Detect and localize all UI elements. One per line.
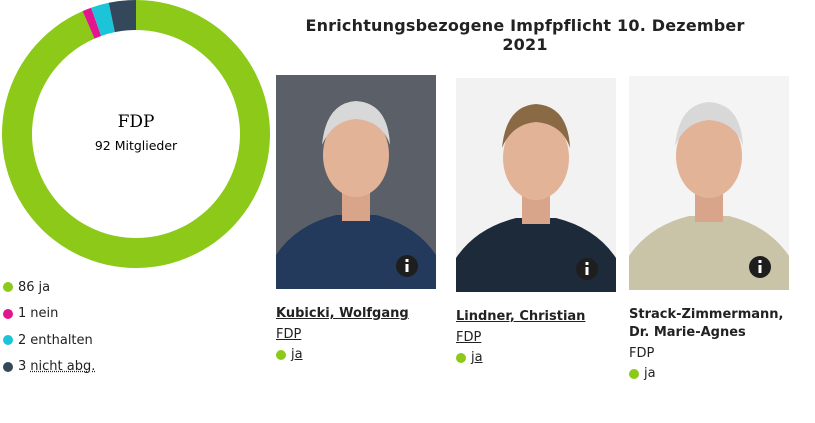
info-dot bbox=[758, 260, 762, 263]
member-name: Kubicki, Wolfgang bbox=[276, 306, 409, 321]
member-photo bbox=[629, 76, 789, 290]
donut-segment bbox=[91, 2, 115, 37]
face bbox=[503, 116, 569, 200]
legend-count: 2 bbox=[18, 332, 27, 348]
vote-label: ja bbox=[291, 347, 303, 362]
legend-label: nicht abg. bbox=[30, 359, 96, 375]
vote-dot bbox=[456, 352, 466, 363]
vote-dot bbox=[276, 349, 286, 360]
legend-item: 1 nein bbox=[3, 301, 95, 328]
member-party: FDP bbox=[276, 327, 302, 342]
shoulders bbox=[276, 215, 436, 289]
shoulders bbox=[629, 216, 789, 290]
member-photo bbox=[276, 75, 436, 289]
legend-dot bbox=[3, 308, 13, 319]
donut-segment bbox=[108, 0, 136, 33]
member-party: FDP bbox=[456, 330, 482, 345]
donut-chart: FDP 92 Mitglieder bbox=[1, 0, 270, 268]
info-bar bbox=[405, 264, 409, 272]
face bbox=[323, 113, 389, 197]
info-dot bbox=[405, 259, 409, 262]
legend-count: 1 bbox=[18, 306, 27, 322]
page-title: Enrichtungsbezogene Impfpflicht 10. Deze… bbox=[305, 16, 745, 54]
member-card[interactable]: Lindner, Christian FDP ja bbox=[456, 78, 616, 366]
member-card[interactable]: Strack-Zimmermann, Dr. Marie-Agnes FDP ja bbox=[629, 76, 789, 382]
face bbox=[676, 114, 742, 198]
member-vote: ja bbox=[276, 346, 436, 363]
legend-count: 86 bbox=[18, 279, 35, 295]
legend-dot bbox=[3, 335, 13, 346]
vote-label: ja bbox=[644, 366, 656, 381]
legend: 86 ja 1 nein 2 enthalten 3 nicht abg. bbox=[3, 274, 95, 380]
member-vote: ja bbox=[456, 349, 616, 366]
info-bar bbox=[585, 267, 589, 275]
hair bbox=[322, 101, 390, 145]
center-title: FDP bbox=[118, 112, 155, 132]
legend-dot bbox=[3, 361, 13, 372]
legend-count: 3 bbox=[18, 359, 27, 375]
hair bbox=[502, 104, 570, 148]
info-bar bbox=[758, 265, 762, 273]
vote-label: ja bbox=[471, 350, 483, 365]
member-card[interactable]: Kubicki, Wolfgang FDP ja bbox=[276, 75, 436, 363]
legend-label: nein bbox=[30, 306, 59, 322]
legend-label: ja bbox=[38, 279, 51, 295]
member-photo bbox=[456, 78, 616, 292]
legend-label: enthalten bbox=[30, 332, 93, 348]
donut-segment bbox=[1, 0, 270, 268]
member-vote: ja bbox=[629, 365, 789, 382]
hair bbox=[675, 102, 743, 146]
shoulders bbox=[456, 218, 616, 292]
legend-item: 3 nicht abg. bbox=[3, 354, 95, 381]
member-name: Strack-Zimmermann, Dr. Marie-Agnes bbox=[629, 307, 784, 340]
member-name: Lindner, Christian bbox=[456, 309, 586, 324]
legend-dot bbox=[3, 282, 13, 293]
legend-item: 86 ja bbox=[3, 274, 95, 301]
member-party: FDP bbox=[629, 346, 655, 361]
donut-segment bbox=[82, 7, 102, 39]
legend-item: 2 enthalten bbox=[3, 327, 95, 354]
vote-dot bbox=[629, 368, 639, 379]
info-dot bbox=[585, 262, 589, 265]
center-subtitle: 92 Mitglieder bbox=[95, 138, 178, 153]
